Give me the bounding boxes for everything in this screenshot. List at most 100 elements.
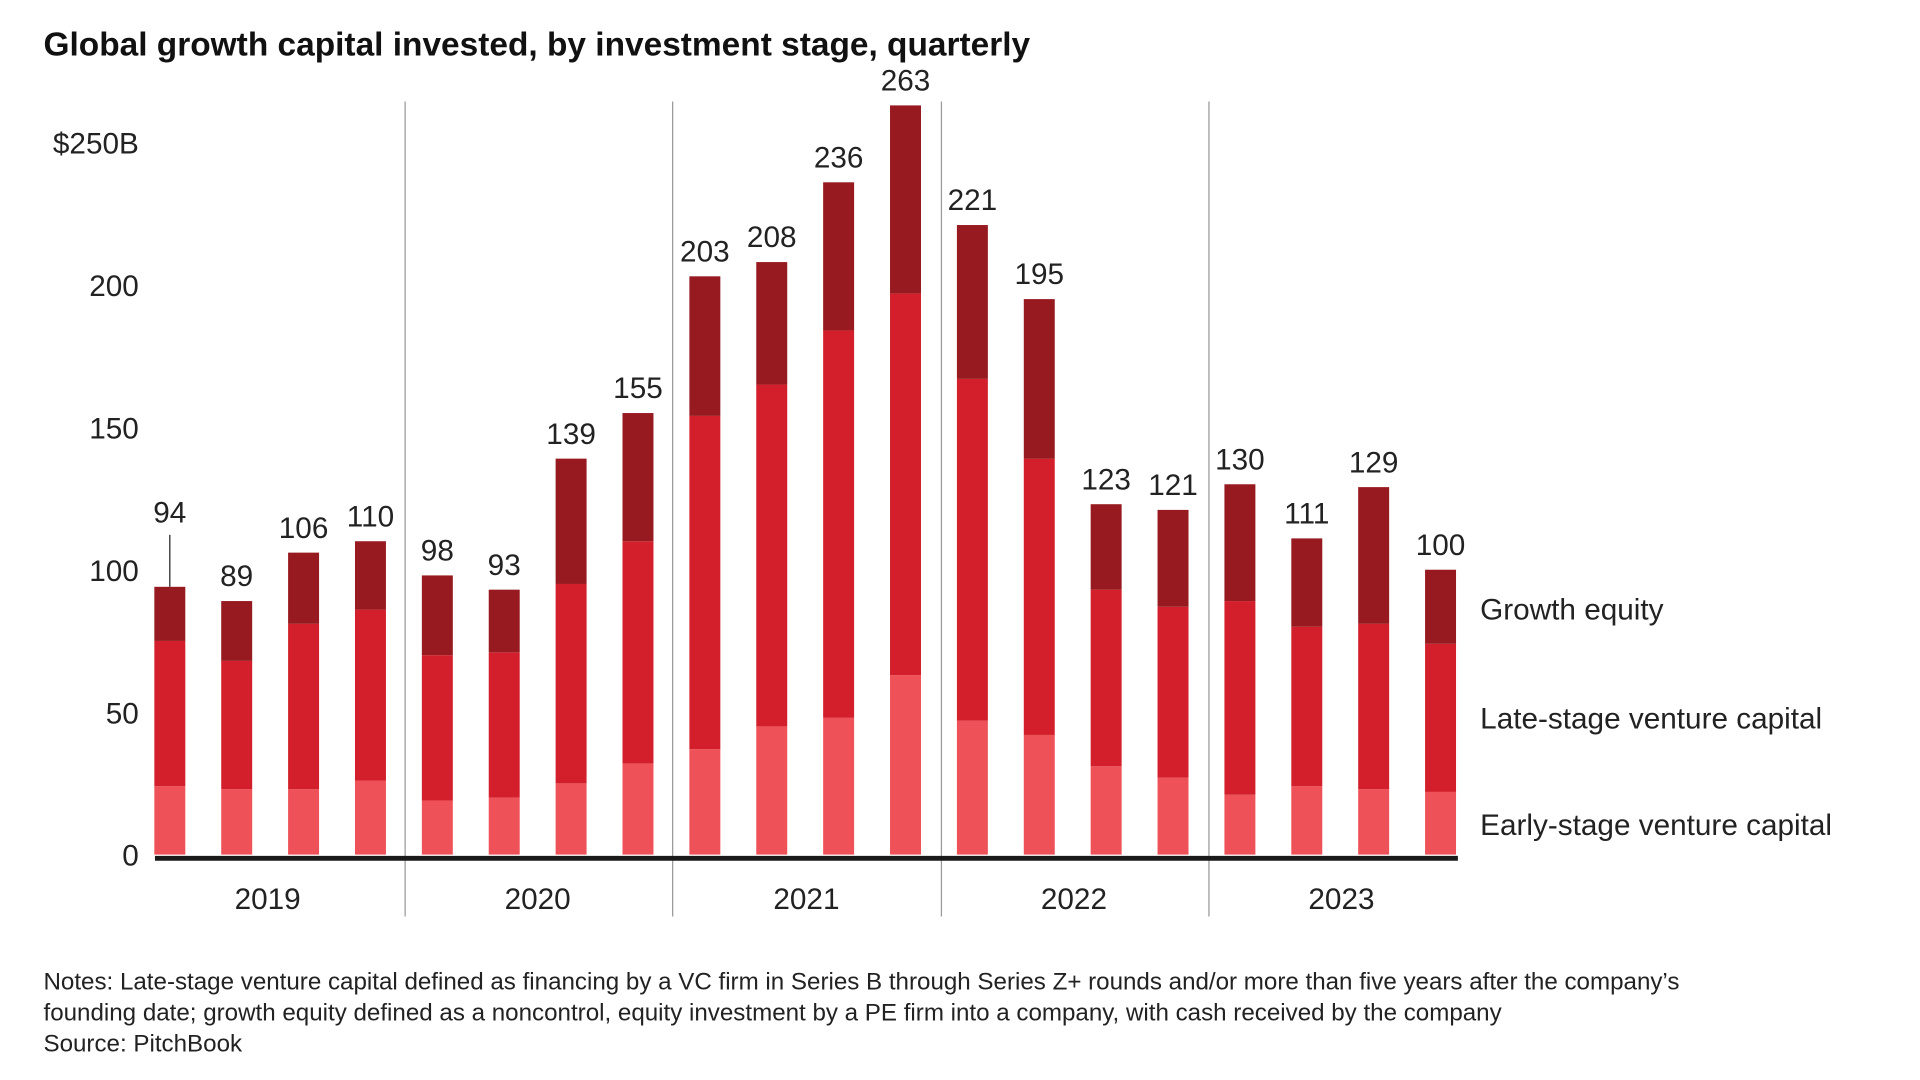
bar-segment-early-stage-venture-capital xyxy=(1023,734,1055,855)
bar-segment-growth-equity xyxy=(154,586,186,641)
bar-total-label: 129 xyxy=(1349,446,1399,479)
bar-segment-late-stage-venture-capital xyxy=(354,609,386,781)
bar-segment-growth-equity xyxy=(1157,509,1189,607)
bar-segment-growth-equity xyxy=(1224,484,1256,602)
bar-total-label: 98 xyxy=(421,535,454,568)
bar-total-label: 123 xyxy=(1081,463,1131,496)
bar-segment-early-stage-venture-capital xyxy=(354,780,386,855)
bar-total-label: 139 xyxy=(546,418,596,451)
bar-segment-early-stage-venture-capital xyxy=(555,783,587,855)
bar-total-label: 195 xyxy=(1014,258,1064,291)
bar-segment-growth-equity xyxy=(421,575,453,656)
source-note: Source: PitchBook xyxy=(43,1031,243,1058)
y-tick-label: 200 xyxy=(89,270,139,303)
bar-total-label: 130 xyxy=(1215,443,1265,476)
bar-segment-growth-equity xyxy=(823,182,855,331)
bar-segment-early-stage-venture-capital xyxy=(689,749,721,855)
bar-segment-late-stage-venture-capital xyxy=(1023,458,1055,735)
bar-total-label: 100 xyxy=(1416,529,1466,562)
bar-segment-late-stage-venture-capital xyxy=(1157,606,1189,778)
bar-segment-early-stage-venture-capital xyxy=(1224,794,1256,855)
notes-line-2: founding date; growth equity defined as … xyxy=(43,1000,1502,1027)
bar-segment-late-stage-venture-capital xyxy=(1425,643,1457,792)
bar-segment-growth-equity xyxy=(288,552,320,624)
legend: Early-stage venture capital Late-stage ve… xyxy=(1480,593,1832,842)
bar-segment-growth-equity xyxy=(555,458,587,584)
bar-segment-late-stage-venture-capital xyxy=(221,660,253,790)
bar-segment-late-stage-venture-capital xyxy=(154,640,186,787)
bar-segment-early-stage-venture-capital xyxy=(823,717,855,855)
bar-segment-early-stage-venture-capital xyxy=(288,789,320,855)
bar-segment-growth-equity xyxy=(1425,569,1457,644)
bar-segment-late-stage-venture-capital xyxy=(956,378,988,721)
bar-segment-growth-equity xyxy=(689,276,721,416)
bar-total-label: 263 xyxy=(881,65,931,98)
bar-total-label: 89 xyxy=(220,560,253,593)
bar-segment-late-stage-venture-capital xyxy=(890,293,921,676)
bar-segment-early-stage-venture-capital xyxy=(1358,789,1390,855)
bar-segment-early-stage-venture-capital xyxy=(221,789,253,855)
bar-segment-late-stage-venture-capital xyxy=(1291,626,1323,787)
legend-entry: Growth equity xyxy=(1480,593,1663,626)
bar-segment-late-stage-venture-capital xyxy=(555,583,587,784)
bar-segment-late-stage-venture-capital xyxy=(288,623,320,790)
bar-total-label: 208 xyxy=(747,221,797,254)
year-label: 2023 xyxy=(1308,883,1374,916)
bar-total-label: 236 xyxy=(814,141,864,174)
bar-segment-late-stage-venture-capital xyxy=(622,541,654,764)
bar-segment-early-stage-venture-capital xyxy=(756,726,788,855)
y-tick-label: 150 xyxy=(89,412,139,445)
bar-total-label: 106 xyxy=(279,512,329,545)
bar-segment-growth-equity xyxy=(221,601,253,661)
year-label: 2022 xyxy=(1041,883,1107,916)
year-label: 2021 xyxy=(773,883,839,916)
bar-total-label: 94 xyxy=(153,496,186,529)
bar-total-label: 93 xyxy=(488,549,521,582)
bar-total-label: 155 xyxy=(613,372,663,405)
bar-segment-growth-equity xyxy=(1358,487,1390,624)
bar-total-label: 110 xyxy=(347,500,394,533)
year-dividers xyxy=(404,101,1210,917)
bar-segment-early-stage-venture-capital xyxy=(421,800,453,855)
value-labels: 94 89 106 110 98 93 139 155 203 208 236 263 221 195 12… xyxy=(153,65,1465,594)
bar-segment-late-stage-venture-capital xyxy=(689,415,721,750)
bar-segment-late-stage-venture-capital xyxy=(1224,601,1256,795)
y-tick-label: $250B xyxy=(53,128,139,161)
bar-total-label: 221 xyxy=(948,184,998,217)
bar-segment-early-stage-venture-capital xyxy=(488,797,520,855)
bar-segment-growth-equity xyxy=(622,413,654,542)
year-label: 2019 xyxy=(235,883,301,916)
bar-segment-growth-equity xyxy=(488,589,520,653)
year-label: 2020 xyxy=(505,883,571,916)
x-axis-years: 2019 2020 2021 2022 2023 xyxy=(235,883,1375,916)
bar-segment-early-stage-venture-capital xyxy=(956,720,988,855)
bar-segment-growth-equity xyxy=(1090,504,1122,590)
bar-segment-growth-equity xyxy=(1291,538,1323,627)
bar-total-label: 121 xyxy=(1148,469,1198,502)
y-axis: 0 50 100 150 200 $250B xyxy=(53,128,139,873)
bar-segment-growth-equity xyxy=(956,225,988,379)
bar-total-label: 111 xyxy=(1284,498,1329,531)
bar-segment-early-stage-venture-capital xyxy=(1090,766,1122,855)
bar-segment-early-stage-venture-capital xyxy=(1157,777,1189,855)
notes-line-1: Notes: Late-stage venture capital define… xyxy=(43,969,1679,996)
bar-segment-early-stage-venture-capital xyxy=(1425,791,1457,855)
chart-title: Global growth capital invested, by inves… xyxy=(43,27,1030,64)
y-tick-label: 50 xyxy=(106,697,139,730)
bar-segment-growth-equity xyxy=(1023,299,1055,459)
bar-segment-late-stage-venture-capital xyxy=(488,652,520,798)
bar-segment-growth-equity xyxy=(756,262,788,385)
bar-segment-late-stage-venture-capital xyxy=(823,330,855,718)
bar-segment-late-stage-venture-capital xyxy=(1090,589,1122,767)
bar-total-label: 203 xyxy=(680,235,730,268)
y-tick-label: 100 xyxy=(89,555,139,588)
bars xyxy=(154,105,1457,855)
bar-segment-early-stage-venture-capital xyxy=(890,675,921,855)
legend-entry: Late-stage venture capital xyxy=(1480,702,1822,735)
bar-segment-late-stage-venture-capital xyxy=(1358,623,1390,790)
bar-segment-early-stage-venture-capital xyxy=(1291,786,1323,855)
bar-segment-late-stage-venture-capital xyxy=(756,384,788,727)
bar-segment-early-stage-venture-capital xyxy=(622,763,654,855)
bar-segment-late-stage-venture-capital xyxy=(421,655,453,801)
